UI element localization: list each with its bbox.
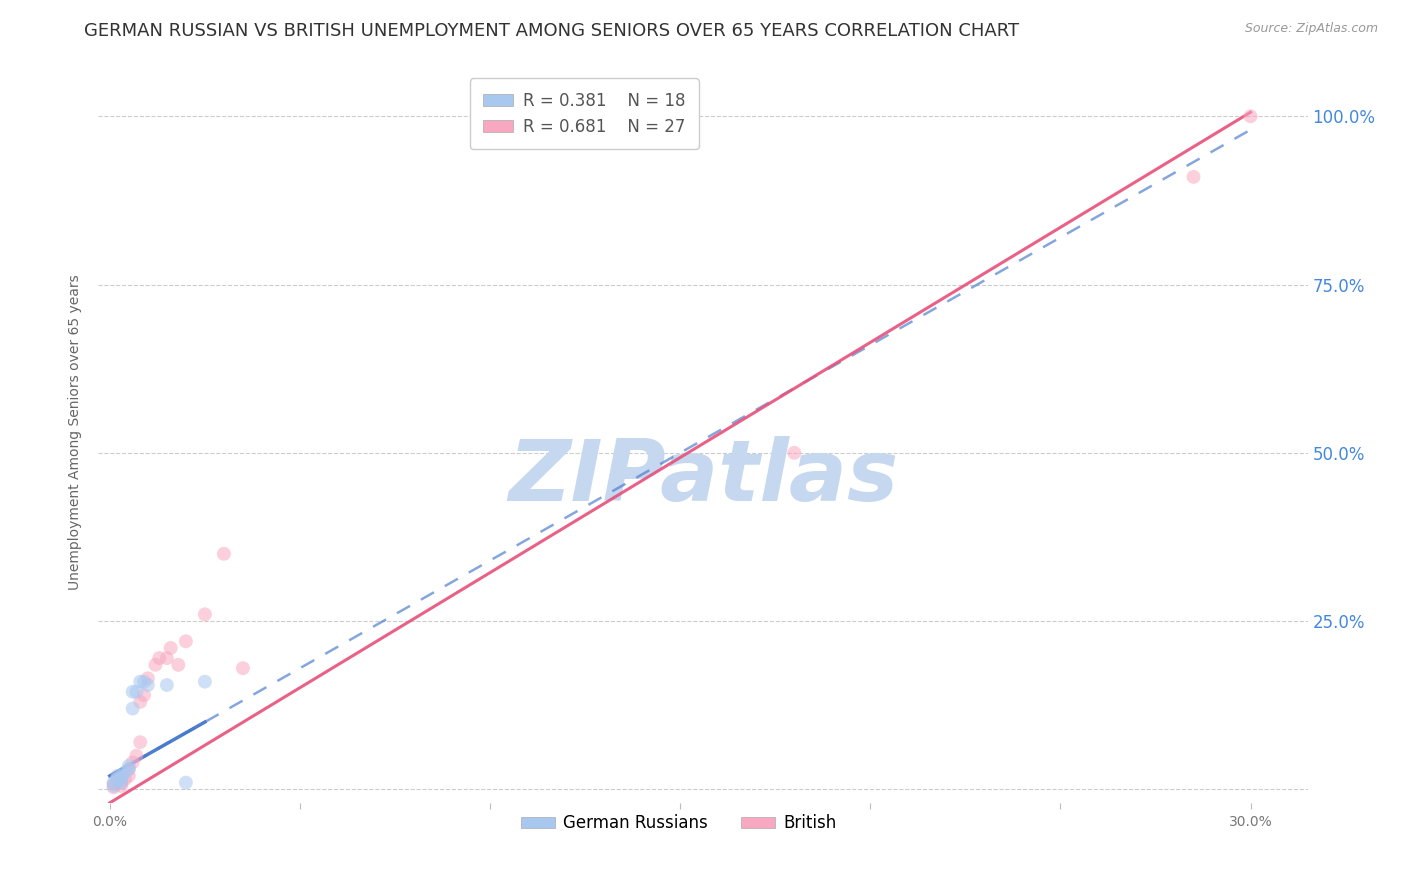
Point bbox=[118, 758, 141, 772]
Point bbox=[114, 772, 136, 787]
Point bbox=[110, 779, 132, 793]
Point bbox=[212, 547, 235, 561]
Point bbox=[118, 762, 141, 776]
Point bbox=[783, 446, 806, 460]
Point bbox=[121, 756, 143, 770]
Point bbox=[132, 674, 155, 689]
Point bbox=[145, 657, 167, 672]
Point bbox=[125, 748, 148, 763]
Point bbox=[114, 765, 136, 780]
Point bbox=[121, 701, 143, 715]
Point bbox=[107, 775, 129, 789]
Point bbox=[194, 674, 217, 689]
Point bbox=[110, 772, 132, 787]
Point bbox=[1239, 109, 1261, 123]
Point bbox=[110, 769, 132, 783]
Point bbox=[174, 775, 197, 789]
Point bbox=[107, 769, 129, 783]
Point bbox=[110, 775, 132, 789]
Point bbox=[132, 688, 155, 702]
Text: ZIPatlas: ZIPatlas bbox=[508, 435, 898, 518]
Point bbox=[118, 769, 141, 783]
Point bbox=[110, 775, 132, 789]
Text: Source: ZipAtlas.com: Source: ZipAtlas.com bbox=[1244, 22, 1378, 36]
Point bbox=[107, 772, 129, 787]
Point bbox=[194, 607, 217, 622]
Point bbox=[107, 772, 129, 787]
Point bbox=[232, 661, 254, 675]
Point bbox=[1182, 169, 1205, 184]
Point bbox=[136, 678, 159, 692]
Point bbox=[167, 657, 190, 672]
Point bbox=[103, 780, 125, 795]
Legend: German Russians, British: German Russians, British bbox=[515, 807, 842, 838]
Point bbox=[103, 777, 125, 791]
Text: GERMAN RUSSIAN VS BRITISH UNEMPLOYMENT AMONG SENIORS OVER 65 YEARS CORRELATION C: GERMAN RUSSIAN VS BRITISH UNEMPLOYMENT A… bbox=[84, 22, 1019, 40]
Point bbox=[129, 695, 152, 709]
Point bbox=[103, 779, 125, 793]
Point bbox=[129, 735, 152, 749]
Point bbox=[159, 640, 181, 655]
Point bbox=[174, 634, 197, 648]
Point bbox=[148, 651, 170, 665]
Point bbox=[129, 674, 152, 689]
Point bbox=[121, 685, 143, 699]
Point bbox=[125, 685, 148, 699]
Point bbox=[118, 762, 141, 776]
Y-axis label: Unemployment Among Seniors over 65 years: Unemployment Among Seniors over 65 years bbox=[69, 275, 83, 591]
Point bbox=[136, 671, 159, 685]
Point bbox=[103, 775, 125, 789]
Point bbox=[156, 651, 179, 665]
Point bbox=[156, 678, 179, 692]
